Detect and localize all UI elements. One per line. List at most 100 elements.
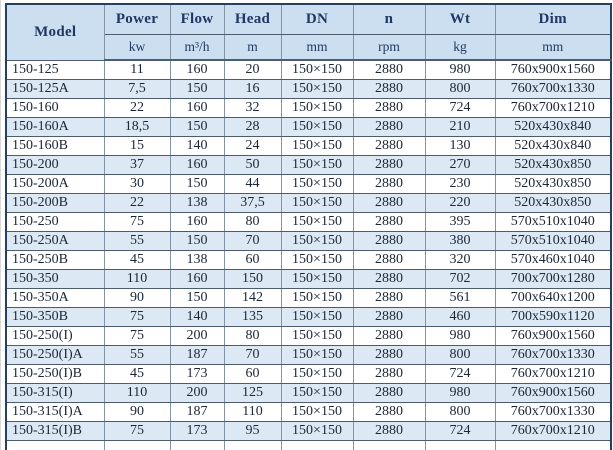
value-cell: 11 [103,59,171,80]
pump-spec-table: Model Power Flow Head DN n Wt Dim kw m³/… [5,3,612,450]
value-cell: 760x900x1560 [494,59,612,80]
value-cell: 45 [103,364,171,384]
value-cell: 980 [424,326,496,346]
empty-cell [352,440,426,450]
table-row: 150-160 22 160 32 150×150 2880 724 760x700x1210 [5,98,612,118]
value-cell: 150×150 [280,250,354,270]
empty-cell [169,440,225,450]
value-cell: 2880 [352,345,426,365]
model-cell: 150-125A [5,79,105,99]
value-cell: 760x700x1330 [494,402,612,422]
value-cell: 2880 [352,326,426,346]
value-cell: 395 [424,212,496,232]
value-cell: 2880 [352,193,426,213]
value-cell: 55 [103,345,171,365]
value-cell: 90 [103,288,171,308]
model-cell: 150-200 [5,155,105,175]
value-cell: 22 [103,98,171,118]
table-row: 150-315(I)B 75 173 95 150×150 2880 724 760x700x… [5,421,612,441]
value-cell: 2880 [352,174,426,194]
value-cell: 760x900x1560 [494,326,612,346]
value-cell: 2880 [352,155,426,175]
value-cell: 724 [424,364,496,384]
value-cell: 800 [424,79,496,99]
column-header-n: n [352,3,426,35]
value-cell: 37 [103,155,171,175]
value-cell: 150×150 [280,79,354,99]
table-row: 150-200A 30 150 44 150×150 2880 230 520x430x850 [5,174,612,194]
table-row: 150-350B 75 140 135 150×150 2880 460 700x590x11… [5,307,612,327]
value-cell: 45 [103,250,171,270]
value-cell: 173 [169,364,225,384]
value-cell: 980 [424,383,496,403]
value-cell: 75 [103,307,171,327]
table-row: 150-200 37 160 50 150×150 2880 270 520x430x850 [5,155,612,175]
empty-cell [103,440,171,450]
value-cell: 150 [169,79,225,99]
partial-clipped-row [5,440,612,450]
value-cell: 44 [223,174,282,194]
table-row: 150-250A 55 150 70 150×150 2880 380 570x510x104… [5,231,612,251]
model-cell: 150-315(I)A [5,402,105,422]
value-cell: 760x900x1560 [494,383,612,403]
value-cell: 760x700x1210 [494,364,612,384]
column-header-dim: Dim [494,3,612,35]
value-cell: 187 [169,402,225,422]
unit-flow: m³/h [169,33,225,61]
value-cell: 130 [424,136,496,156]
empty-cell [223,440,282,450]
value-cell: 160 [169,212,225,232]
value-cell: 70 [223,231,282,251]
value-cell: 138 [169,250,225,270]
value-cell: 2880 [352,79,426,99]
value-cell: 760x700x1330 [494,79,612,99]
column-header-wt: Wt [424,3,496,35]
value-cell: 150×150 [280,231,354,251]
value-cell: 15 [103,136,171,156]
value-cell: 24 [223,136,282,156]
unit-head: m [223,33,282,61]
table-row: 150-315(I) 110 200 125 150×150 2880 980 760x900… [5,383,612,403]
value-cell: 460 [424,307,496,327]
value-cell: 150 [223,269,282,289]
column-header-dn: DN [280,3,354,35]
value-cell: 2880 [352,402,426,422]
table-row: 150-350 110 160 150 150×150 2880 702 700x700x12… [5,269,612,289]
value-cell: 150 [169,231,225,251]
value-cell: 2880 [352,231,426,251]
value-cell: 220 [424,193,496,213]
value-cell: 800 [424,345,496,365]
value-cell: 150×150 [280,212,354,232]
value-cell: 135 [223,307,282,327]
value-cell: 800 [424,402,496,422]
value-cell: 2880 [352,364,426,384]
table-row: 150-160B 15 140 24 150×150 2880 130 520x430x840 [5,136,612,156]
value-cell: 150×150 [280,98,354,118]
model-cell: 150-200B [5,193,105,213]
value-cell: 150×150 [280,288,354,308]
value-cell: 760x700x1210 [494,98,612,118]
value-cell: 2880 [352,250,426,270]
model-cell: 150-315(I) [5,383,105,403]
value-cell: 187 [169,345,225,365]
value-cell: 125 [223,383,282,403]
value-cell: 75 [103,212,171,232]
value-cell: 200 [169,326,225,346]
value-cell: 95 [223,421,282,441]
value-cell: 320 [424,250,496,270]
model-cell: 150-350B [5,307,105,327]
value-cell: 150×150 [280,307,354,327]
value-cell: 150 [169,174,225,194]
value-cell: 760x700x1330 [494,345,612,365]
value-cell: 150×150 [280,383,354,403]
table-row: 150-250(I)A 55 187 70 150×150 2880 800 760x700x… [5,345,612,365]
empty-cell [424,440,496,450]
value-cell: 702 [424,269,496,289]
value-cell: 520x430x850 [494,174,612,194]
value-cell: 200 [169,383,225,403]
value-cell: 18,5 [103,117,171,137]
value-cell: 150×150 [280,193,354,213]
value-cell: 570x510x1040 [494,212,612,232]
value-cell: 160 [169,269,225,289]
empty-cell [494,440,612,450]
